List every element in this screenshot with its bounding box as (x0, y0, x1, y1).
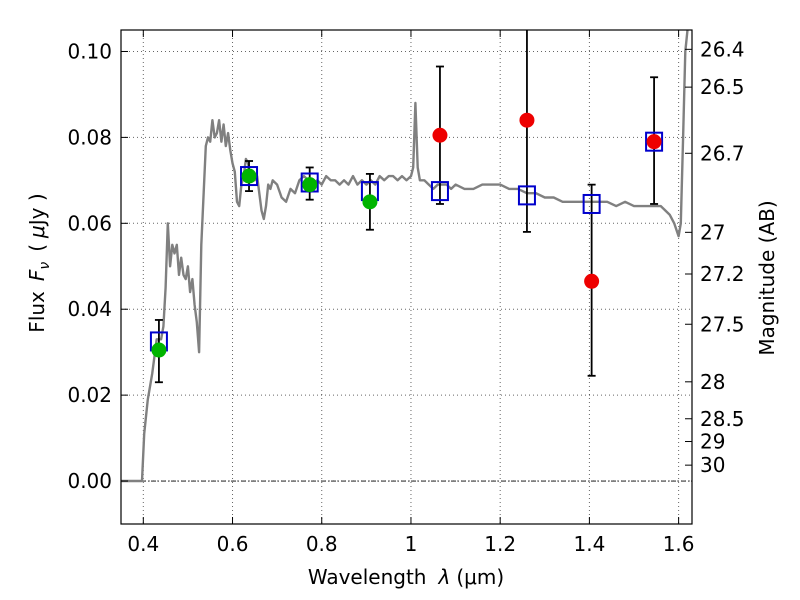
magnitude-tick-label: 27 (700, 220, 725, 244)
magnitude-tick-label: 28.5 (700, 407, 745, 431)
x-tick-label: 1.4 (573, 532, 605, 556)
magnitude-tick-label: 26.7 (700, 141, 745, 165)
magnitude-tick-label: 29 (700, 430, 725, 454)
x-axis-label: Wavelength λ (μm) (308, 565, 504, 589)
magnitude-tick-label: 28 (700, 370, 725, 394)
y-tick-label: 0.06 (67, 211, 112, 235)
magnitude-axis-label: Magnitude (AB) (755, 200, 779, 355)
axes-border (120, 29, 693, 525)
measured-point (646, 134, 662, 150)
model-photometry-square (430, 181, 449, 202)
x-tick-label: 1 (405, 532, 418, 556)
magnitude-tick-label: 30 (700, 453, 725, 477)
y-axis-label: FluxFν(μJy ) (25, 193, 53, 332)
x-tick-label: 0.6 (217, 532, 249, 556)
magnitude-tick-label: 26.5 (700, 75, 745, 99)
measured-point (432, 127, 448, 143)
y-tick-label: 0.10 (67, 39, 112, 63)
model-photometry-square (645, 131, 664, 152)
y-tick-label: 0.00 (67, 469, 112, 493)
x-tick-label: 1.2 (484, 532, 516, 556)
measured-point (584, 273, 600, 289)
measured-point (519, 112, 535, 128)
x-tick-label: 1.6 (663, 532, 695, 556)
x-tick-label: 0.8 (306, 532, 338, 556)
measured-points (151, 112, 662, 358)
x-tick-label: 0.4 (127, 532, 159, 556)
magnitude-tick-label: 27.5 (700, 312, 745, 336)
model-photometry-square (582, 193, 601, 214)
model-photometry-squares (149, 131, 664, 352)
measured-point (151, 342, 167, 358)
plot-area (121, 30, 692, 524)
model-photometry-square (240, 166, 259, 187)
y-axis-ticks: 0.00 0.02 0.04 0.06 0.08 0.10 (67, 39, 128, 493)
magnitude-tick-label: 27.2 (700, 262, 745, 286)
magnitude-tick-label: 26.4 (700, 37, 745, 61)
axes-frame (120, 29, 693, 525)
measured-point (362, 194, 378, 210)
y-tick-label: 0.08 (67, 125, 112, 149)
y-tick-label: 0.02 (67, 383, 112, 407)
x-axis-ticks: 0.4 0.6 0.8 1 1.2 1.4 1.6 (127, 30, 695, 556)
measured-point (241, 168, 257, 184)
y-tick-label: 0.04 (67, 297, 112, 321)
model-photometry-square (517, 185, 536, 206)
measured-point (302, 177, 318, 193)
plot-background (121, 30, 692, 524)
